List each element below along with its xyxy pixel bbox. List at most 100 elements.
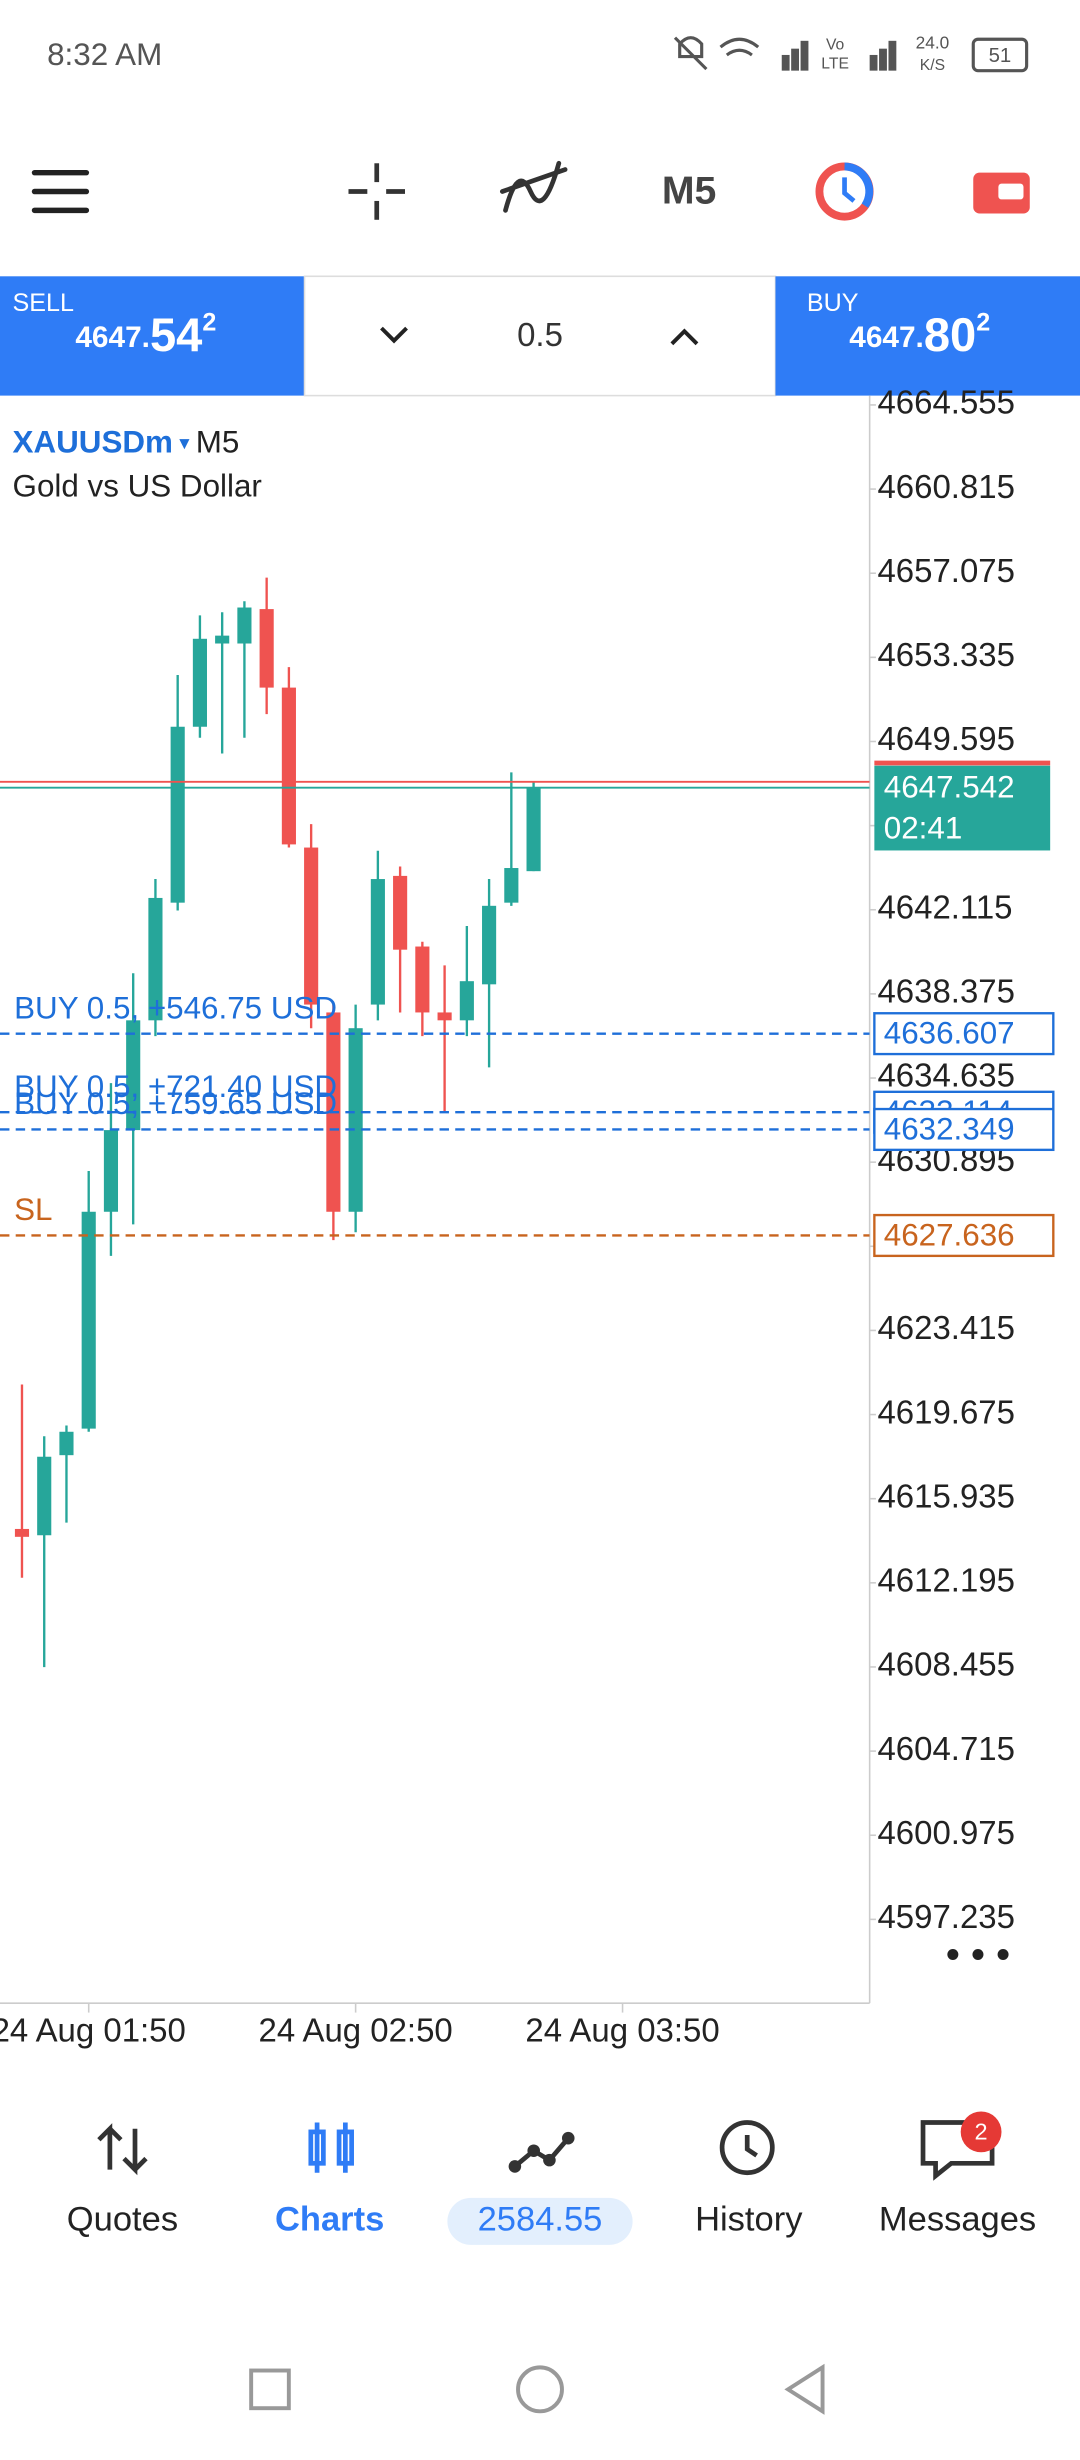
candle-body	[281, 687, 296, 845]
buy-price-main: 80	[924, 309, 976, 362]
candle-body	[437, 1012, 452, 1021]
buy-button[interactable]	[775, 276, 1080, 396]
candle-body	[482, 905, 497, 985]
candle-body	[304, 847, 319, 1005]
y-tick-label: 4664.555	[878, 384, 1015, 421]
y-tick-label: 4649.595	[878, 720, 1015, 757]
candle-body	[526, 787, 541, 872]
status-time: 8:32 AM	[47, 37, 162, 72]
level-label[interactable]: BUY 0.5, +759.65 USD	[14, 1086, 337, 1121]
nav-item[interactable]: Messages	[879, 2201, 1036, 2239]
y-tick-label: 4619.675	[878, 1393, 1015, 1430]
one-click-button[interactable]	[973, 172, 1030, 214]
status-lte: LTE	[821, 56, 849, 73]
y-tick-label: 4615.935	[878, 1477, 1015, 1514]
status-vo: Vo	[826, 37, 845, 54]
timeframe-button[interactable]: M5	[662, 168, 717, 212]
bid-price-box	[874, 765, 1051, 851]
candle-body	[504, 868, 519, 903]
status-speed: 24.0	[916, 33, 950, 53]
y-tick-label: 4623.415	[878, 1309, 1015, 1346]
crosshair-button[interactable]	[348, 163, 405, 220]
buy-price-prefix: 4647.	[849, 321, 924, 354]
candle-body	[170, 726, 185, 903]
y-tick-label: 4660.815	[878, 468, 1015, 505]
trade-circle-button[interactable]	[815, 162, 874, 221]
candle-body	[126, 1020, 141, 1131]
sell-price-sup: 2	[202, 308, 216, 336]
y-tick-label: 4612.195	[878, 1562, 1015, 1599]
level-price-box	[873, 1213, 1055, 1258]
symbol[interactable]: XAUUSDm	[13, 425, 173, 460]
sell-button[interactable]	[0, 276, 305, 396]
more-button[interactable]	[947, 1949, 1009, 1960]
level-price: 4627.636	[884, 1217, 1015, 1252]
y-tick-label: 4600.975	[878, 1814, 1015, 1851]
y-tick-label: 4597.235	[878, 1898, 1015, 1935]
y-tick-label: 4634.635	[878, 1057, 1015, 1094]
y-tick-label: 4657.075	[878, 552, 1015, 589]
y-tick-label: 4642.115	[878, 888, 1013, 925]
sell-price-main: 54	[150, 309, 202, 362]
plot-area: BUY 0.5, +546.75 USD BUY 0.5, +721.40 USD…	[0, 577, 870, 1668]
chart: XAUUSDm ▾ M5 Gold vs US Dollar BUY 0.5, +5…	[0, 384, 1055, 2049]
volume-down[interactable]	[380, 326, 408, 344]
sell-label: SELL	[13, 289, 74, 317]
candle-body	[370, 879, 385, 1005]
symbol-description: Gold vs US Dollar	[13, 469, 262, 504]
nav-item[interactable]: History	[695, 2201, 803, 2239]
status-speed-unit: K/S	[920, 57, 945, 74]
chart-symbol: XAUUSDm ▾ M5	[13, 425, 240, 460]
nav-item[interactable]: 2584.55	[478, 2201, 603, 2239]
volume-panel	[303, 275, 777, 397]
candle-body	[393, 875, 408, 950]
y-tick-label: 4608.455	[878, 1646, 1015, 1683]
buy-price-sup: 2	[976, 308, 990, 336]
android-back[interactable]	[784, 2363, 825, 2415]
candle-body	[459, 981, 474, 1021]
sell-price: 4647.542	[75, 308, 216, 361]
indicators-button[interactable]	[499, 160, 568, 213]
level-label[interactable]: BUY 0.5, +721.40 USD	[14, 1069, 337, 1104]
level-price: 4632.349	[884, 1111, 1015, 1146]
level-price-box	[873, 1012, 1055, 1056]
volume-up[interactable]	[670, 328, 699, 346]
bar-countdown: 02:41	[884, 810, 963, 845]
status-battery: 51	[989, 45, 1012, 67]
menu-button[interactable]	[31, 169, 90, 214]
level-label[interactable]: SL	[14, 1192, 52, 1227]
candle-body	[237, 607, 252, 644]
nav-item[interactable]: Charts	[275, 2201, 384, 2239]
candle-body	[81, 1211, 96, 1429]
android-home[interactable]	[516, 2365, 564, 2414]
candle-body	[415, 946, 430, 1013]
candle-body	[37, 1456, 52, 1536]
candle-body	[192, 638, 207, 727]
price-axis: 4664.555 4660.815 4657.075 4653.335 4649.595…	[869, 384, 1055, 1935]
bid-price: 4647.542	[884, 770, 1015, 805]
candle-body	[148, 897, 163, 1021]
x-tick-label: 24 Aug 02:50	[259, 2012, 453, 2049]
messages-badge: 2	[975, 2119, 988, 2145]
level-label[interactable]: BUY 0.5, +546.75 USD	[14, 990, 337, 1025]
y-tick-label: 4604.715	[878, 1730, 1015, 1767]
level-price: 4636.607	[884, 1016, 1015, 1051]
android-recents[interactable]	[249, 2368, 291, 2411]
bottom-nav: Quotes Charts 2584.55 History Messages	[67, 2201, 1036, 2239]
symbol-caret[interactable]: ▾	[179, 433, 189, 455]
status-icons	[673, 36, 1029, 73]
y-tick-label: 4653.335	[878, 636, 1015, 673]
nav-item[interactable]: Quotes	[67, 2201, 178, 2239]
candle-body	[103, 1130, 119, 1212]
balance-pill	[447, 2197, 633, 2245]
y-tick-label: 4638.375	[878, 973, 1015, 1010]
sell-price-prefix: 4647.	[75, 321, 150, 354]
candle-body	[59, 1431, 74, 1456]
chart-timeframe: M5	[196, 425, 240, 460]
candle-body	[215, 635, 230, 644]
x-tick-label: 24 Aug 03:50	[525, 2012, 719, 2049]
volume-value[interactable]: 0.5	[517, 316, 563, 353]
level-price-box	[873, 1107, 1055, 1152]
